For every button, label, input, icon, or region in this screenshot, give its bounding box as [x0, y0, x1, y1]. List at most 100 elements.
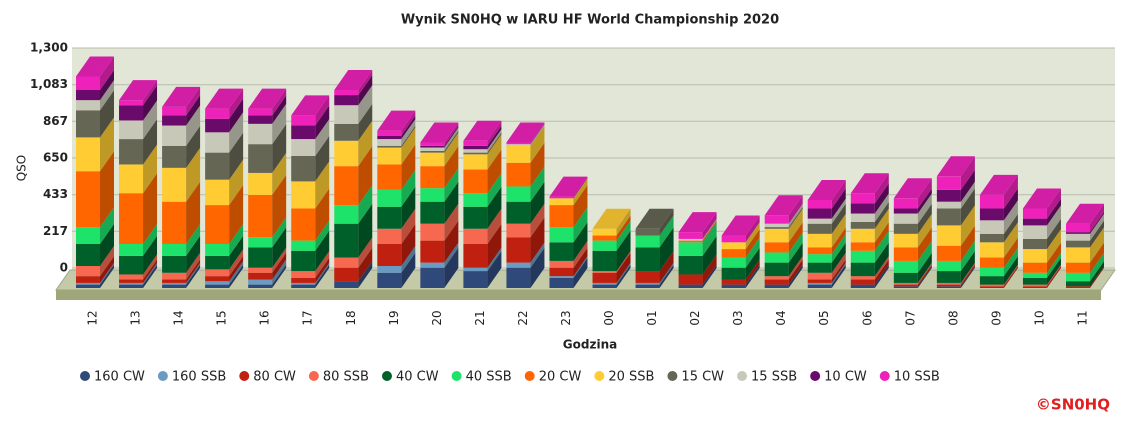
bar-side: [788, 207, 803, 229]
bar-front: [334, 105, 359, 124]
bar-segment: [463, 125, 502, 150]
bar-segment: [420, 168, 459, 202]
bar-side: [229, 261, 244, 285]
bar-segment: [936, 225, 975, 261]
bar-side: [229, 132, 244, 180]
bar-segment: [420, 125, 459, 148]
bar-side: [100, 207, 114, 244]
bar-front: [592, 228, 617, 236]
bar-side: [143, 235, 158, 275]
bar-segment: [119, 80, 158, 106]
bar-side: [573, 240, 588, 268]
bar-front: [205, 205, 230, 244]
bar-side: [186, 105, 201, 146]
bar-segment: [162, 95, 201, 126]
bar-side: [831, 203, 846, 234]
bar-segment: [76, 80, 114, 111]
bar-segment: [420, 242, 459, 268]
bar-front: [119, 139, 144, 165]
bar-side: [788, 259, 803, 285]
bar-segment: [936, 181, 975, 209]
bar-top: [248, 88, 287, 109]
bar-top: [1066, 203, 1104, 224]
bar-front: [979, 242, 1004, 258]
bar-front: [420, 150, 445, 153]
bar-segment: [248, 103, 287, 145]
bar-segment: [76, 224, 114, 266]
bar-segment: [377, 125, 416, 148]
bar-segment: [592, 251, 631, 273]
bar-side: [401, 252, 416, 288]
bar-front: [1066, 262, 1090, 273]
bar-front: [678, 238, 703, 241]
bar-front: [807, 247, 832, 255]
bar-side: [530, 122, 545, 145]
bar-segment: [549, 185, 588, 228]
bar-segment: [205, 185, 244, 244]
bar-side: [100, 70, 114, 101]
bar-segment: [979, 174, 1018, 209]
bar-side: [315, 262, 330, 285]
bar-front: [248, 123, 273, 145]
bar-segment: [635, 262, 674, 285]
bar-side: [659, 262, 674, 285]
bar-side: [444, 122, 459, 146]
bar-front: [850, 193, 875, 204]
bar-segment: [506, 142, 545, 187]
bar-side: [272, 227, 287, 268]
bar-segment: [936, 156, 975, 190]
bar-front: [291, 250, 316, 272]
bar-front: [377, 272, 402, 288]
bar-segment: [248, 252, 287, 280]
bar-front: [936, 201, 961, 209]
bar-side: [702, 264, 717, 288]
bar-side: [229, 256, 244, 282]
bar-segment: [549, 240, 588, 268]
bar-front: [76, 110, 100, 138]
bar-top: [592, 208, 631, 229]
bar-segment: [678, 254, 717, 285]
bar-side: [1046, 257, 1061, 285]
bar-segment: [807, 234, 846, 263]
x-tick-label: 21: [473, 310, 487, 325]
bar-segment: [506, 181, 545, 224]
bar-side: [831, 180, 846, 209]
bar-side: [100, 151, 114, 228]
bar-top: [635, 208, 674, 229]
bar-front: [205, 132, 230, 153]
bar-segment: [162, 125, 201, 168]
bar-segment: [162, 264, 201, 288]
bar-front: [205, 118, 230, 133]
bar-side: [616, 208, 631, 236]
bar-side: [444, 181, 459, 224]
y-tick-label: 650: [43, 151, 68, 165]
bar-top: [291, 95, 330, 116]
bar-segment: [291, 161, 330, 209]
bar-front: [377, 164, 402, 190]
bar-side: [788, 264, 803, 288]
bar-segment: [1022, 252, 1061, 278]
bar-side: [444, 220, 459, 263]
bar-segment: [463, 149, 502, 194]
bar-segment: [979, 213, 1018, 243]
bar-segment: [1066, 266, 1104, 288]
bar-side: [315, 95, 330, 126]
bar-segment: [119, 85, 158, 121]
bar-side: [487, 224, 502, 268]
bar-front: [119, 244, 144, 256]
bar-side: [659, 215, 674, 248]
bar-segment: [635, 227, 674, 272]
bar-top: [377, 110, 416, 131]
bar-top: [76, 56, 114, 77]
bar-segment: [764, 264, 803, 288]
bar-front: [506, 201, 531, 224]
bar-segment: [764, 207, 803, 229]
bar-segment: [635, 215, 674, 248]
bar-side: [917, 213, 932, 248]
bar-top: [205, 88, 244, 109]
bar-front: [76, 282, 100, 285]
bar-side: [1090, 220, 1104, 248]
bar-side: [487, 173, 502, 207]
bar-side: [831, 242, 846, 273]
bar-front: [1022, 272, 1047, 278]
